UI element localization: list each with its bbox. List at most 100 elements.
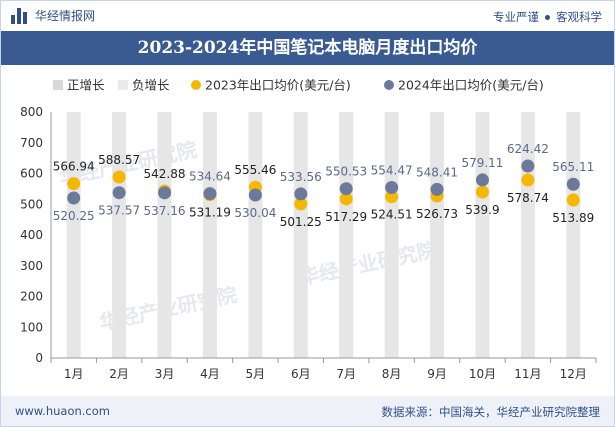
x-tick-label: 8月 <box>382 367 402 381</box>
x-tick-label: 5月 <box>246 367 266 381</box>
growth-bar <box>202 112 217 358</box>
label-2023: 555.46 <box>234 163 276 177</box>
label-2024: 554.47 <box>371 164 413 178</box>
chart-area: 正增长 负增长 2023年出口均价(美元/台) 2024年出口均价(美元/台) 华经产… <box>20 78 597 381</box>
slogan-right: 客观科学 <box>556 10 602 24</box>
label-2024: 520.25 <box>53 209 95 223</box>
chart-title: 2023-2024年中国笔记本电脑月度出口均价 <box>137 38 478 58</box>
x-tick-label: 1月 <box>64 367 84 381</box>
label-2024: 530.04 <box>234 206 276 220</box>
label-2023: 542.88 <box>144 167 186 181</box>
point-2023 <box>294 197 308 211</box>
label-2024: 565.11 <box>552 160 594 174</box>
bar-chart-icon <box>11 7 29 24</box>
label-2023: 539.9 <box>465 203 499 217</box>
point-2023 <box>339 192 353 206</box>
top-bar: 华经情报网 专业严谨 客观科学 <box>1 1 614 31</box>
label-2023: 578.74 <box>507 191 549 205</box>
point-2024 <box>67 191 81 205</box>
growth-bar <box>430 112 445 358</box>
y-tick-label: 400 <box>20 228 43 242</box>
slogan-left: 专业严谨 <box>493 10 539 24</box>
growth-bar <box>157 112 172 358</box>
x-tick-label: 9月 <box>427 367 447 381</box>
legend-swatch-1 <box>53 80 63 90</box>
growth-bar <box>66 112 81 358</box>
label-2023: 517.29 <box>325 210 367 224</box>
label-2023: 524.51 <box>371 208 413 222</box>
point-2023 <box>475 185 489 199</box>
legend: 正增长 负增长 2023年出口均价(美元/台) 2024年出口均价(美元/台) <box>53 78 544 93</box>
x-tick-label: 6月 <box>291 367 311 381</box>
label-2024: 537.57 <box>98 204 140 218</box>
footer-source: 数据来源：中国海关，华经产业研究院整理 <box>381 405 601 419</box>
label-2023: 588.57 <box>98 153 140 167</box>
y-tick-label: 0 <box>35 351 43 365</box>
point-2023 <box>385 190 399 204</box>
point-2024 <box>339 182 353 196</box>
point-2024 <box>430 182 444 196</box>
growth-bar <box>248 112 263 358</box>
growth-bar <box>566 112 581 358</box>
label-2023: 566.94 <box>53 160 95 174</box>
data-labels: 566.94 520.25 588.57 537.57 542.88 537.16 531.… <box>53 142 595 229</box>
footer-website: www.huaon.com <box>15 404 110 418</box>
footer: www.huaon.com 数据来源：中国海关，华经产业研究院整理 <box>1 396 614 426</box>
point-2023 <box>521 173 535 187</box>
brand-name: 华经情报网 <box>35 9 96 23</box>
point-2024 <box>112 186 126 200</box>
legend-marker-4 <box>384 80 394 90</box>
title-band: 2023-2024年中国笔记本电脑月度出口均价 <box>1 31 614 65</box>
separator-dot-icon <box>545 14 550 20</box>
point-2024 <box>385 181 399 195</box>
label-2024: 550.53 <box>325 165 367 179</box>
label-2023: 513.89 <box>552 211 594 225</box>
point-2024 <box>203 187 217 201</box>
label-2023: 531.19 <box>189 206 231 220</box>
x-tick-label: 7月 <box>336 367 356 381</box>
y-tick-label: 300 <box>20 259 43 273</box>
y-tick-label: 700 <box>20 136 43 150</box>
y-tick-label: 100 <box>20 320 43 334</box>
y-tick-label: 500 <box>20 197 43 211</box>
growth-bar <box>293 112 308 358</box>
brand-logo: 华经情报网 <box>11 7 95 24</box>
label-2024: 548.41 <box>416 165 458 179</box>
point-2024 <box>521 159 535 173</box>
axes: 0 100 200 300 400 500 600 700 800 1月 2月 3月 4月 5月 6月 7月 8… <box>20 105 597 381</box>
label-2024: 533.56 <box>280 170 322 184</box>
point-2023 <box>112 170 126 184</box>
point-2024 <box>294 187 308 201</box>
point-2024 <box>566 177 580 191</box>
legend-label-4: 2024年出口均价(美元/台) <box>398 78 544 93</box>
x-tick-label: 12月 <box>560 367 587 381</box>
x-tick-label: 2月 <box>109 367 129 381</box>
label-2024: 624.42 <box>507 142 549 156</box>
y-tick-label: 800 <box>20 105 43 119</box>
label-2023: 501.25 <box>280 215 322 229</box>
legend-label-2: 负增长 <box>132 78 170 93</box>
growth-bar <box>112 112 127 358</box>
slogan: 专业严谨 客观科学 <box>493 9 602 25</box>
growth-bar <box>384 112 399 358</box>
y-tick-label: 600 <box>20 167 43 181</box>
growth-bar <box>475 112 490 358</box>
label-2024: 534.64 <box>189 170 231 184</box>
growth-bar <box>339 112 354 358</box>
point-2024 <box>475 173 489 187</box>
legend-marker-3 <box>191 80 201 90</box>
y-tick-label: 200 <box>20 290 43 304</box>
label-2024: 537.16 <box>144 204 186 218</box>
label-2024: 579.11 <box>461 156 503 170</box>
x-tick-label: 3月 <box>155 367 175 381</box>
x-tick-label: 11月 <box>514 367 541 381</box>
label-2023: 526.73 <box>416 207 458 221</box>
growth-bar <box>520 112 535 358</box>
legend-label-3: 2023年出口均价(美元/台) <box>205 78 351 93</box>
legend-swatch-2 <box>118 80 128 90</box>
watermark-text: 华经产业研究院 <box>297 237 439 290</box>
point-2024 <box>158 186 172 200</box>
x-tick-label: 10月 <box>469 367 496 381</box>
point-2023 <box>566 193 580 207</box>
